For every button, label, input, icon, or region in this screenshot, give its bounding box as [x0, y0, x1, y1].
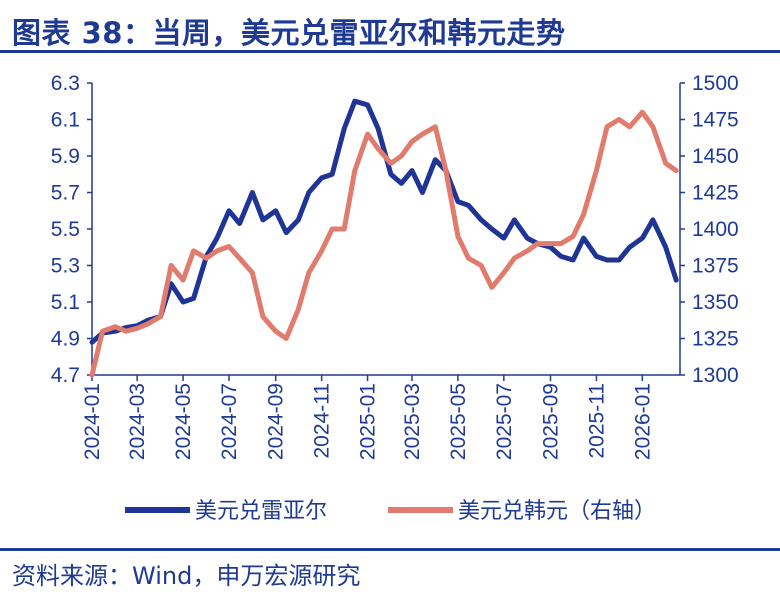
- x-axis-tick-label: 2025-09: [540, 383, 563, 460]
- x-axis-tick-label: 2025-05: [447, 383, 470, 460]
- right-axis-tick-label: 1300: [692, 364, 739, 387]
- right-axis-tick-label: 1350: [692, 291, 739, 314]
- x-axis-tick-label: 2025-03: [401, 383, 424, 460]
- x-axis-tick-label: 2024-05: [172, 383, 195, 460]
- chart-plot-area: [89, 98, 679, 378]
- chart-legend: 美元兑雷亚尔 美元兑韩元（右轴）: [125, 499, 656, 524]
- series-line-usd-brl: [89, 98, 679, 345]
- x-axis-tick-label: 2025-07: [493, 383, 516, 460]
- left-axis-tick-label: 5.7: [51, 182, 80, 205]
- chart: 6.3 6.1 5.9 5.7 5.5 5.3 5.1 4.9 4.7 1500 1475 1450 1…: [51, 72, 739, 524]
- right-axis-tick-label: 1325: [692, 328, 739, 351]
- left-axis-tick-label: 5.5: [51, 218, 80, 241]
- left-axis-tick-label: 6.3: [51, 72, 80, 95]
- left-axis-tick-label: 5.3: [51, 255, 80, 278]
- page-title: 图表 38：当周，美元兑雷亚尔和韩元走势: [12, 16, 566, 50]
- legend-label-usd-brl: 美元兑雷亚尔: [195, 499, 327, 524]
- right-axis-tick-label: 1425: [692, 182, 739, 205]
- right-axis-tick-label: 1475: [692, 109, 739, 132]
- left-axis-tick-label: 5.9: [51, 145, 80, 168]
- left-axis-tick-label: 4.9: [51, 328, 80, 351]
- series-line-usd-krw: [89, 109, 679, 378]
- x-axis-tick-label: 2025-01: [357, 383, 380, 460]
- left-axis-tick-label: 6.1: [51, 109, 80, 132]
- right-axis-tick-label: 1400: [692, 218, 739, 241]
- x-axis-tick-label: 2024-09: [265, 383, 288, 460]
- x-axis-tick-label: 2025-11: [585, 383, 608, 459]
- right-axis-tick-label: 1375: [692, 255, 739, 278]
- right-axis-tick-label: 1450: [692, 145, 739, 168]
- legend-label-usd-krw: 美元兑韩元（右轴）: [458, 499, 656, 524]
- chart-axes: 6.3 6.1 5.9 5.7 5.5 5.3 5.1 4.9 4.7 1500 1475 1450 1…: [51, 72, 739, 460]
- x-axis-tick-label: 2026-01: [631, 383, 654, 460]
- source-rule: [0, 548, 780, 551]
- source-note: 资料来源：Wind，申万宏源研究: [12, 562, 361, 590]
- x-axis-tick-label: 2024-07: [218, 383, 241, 460]
- right-axis-tick-label: 1500: [692, 72, 739, 95]
- x-axis-tick-label: 2024-01: [81, 383, 104, 460]
- x-axis-tick-label: 2024-11: [311, 383, 334, 459]
- title-rule: [0, 50, 780, 53]
- left-axis-tick-label: 5.1: [51, 291, 80, 314]
- x-axis-tick-label: 2024-03: [126, 383, 149, 460]
- left-axis-tick-label: 4.7: [51, 364, 80, 387]
